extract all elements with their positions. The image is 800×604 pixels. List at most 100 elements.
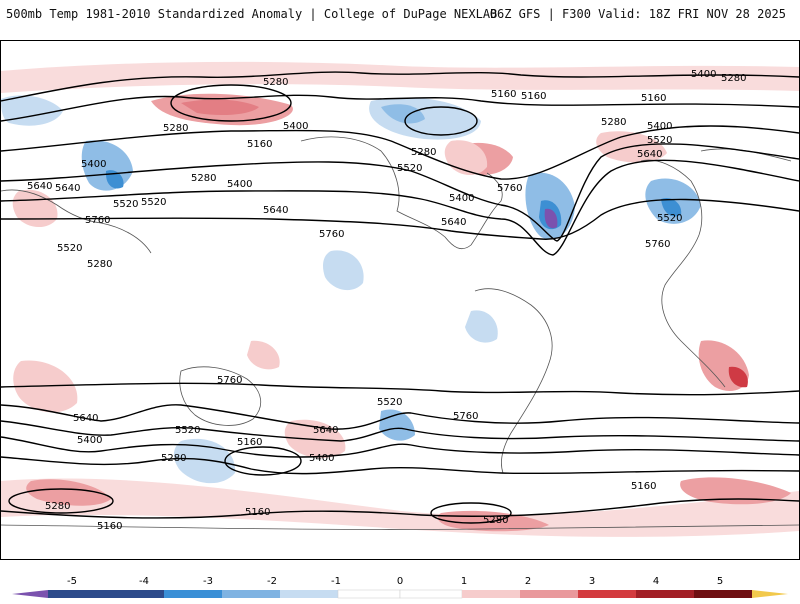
model-run-info: 06Z GFS | F300 Valid: 18Z FRI NOV 28 202… — [489, 7, 786, 21]
contour-label: 5760 — [645, 239, 670, 250]
contour-label: 5640 — [637, 149, 662, 160]
colorbar-tick: -2 — [267, 576, 277, 587]
coastline-south-america — [474, 288, 553, 474]
contour-label: 5520 — [141, 197, 166, 208]
coastline-north-america — [300, 136, 503, 250]
contour-label: 5400 — [309, 453, 334, 464]
contour-5640-n — [1, 159, 799, 256]
colorbar-low-arrow — [12, 590, 48, 598]
contour-label: 5400 — [283, 121, 308, 132]
warm-band-north — [1, 61, 799, 93]
colorbar-tick: -3 — [203, 576, 213, 587]
contour-5280-n — [1, 71, 799, 102]
coastline-europe-africa — [640, 159, 726, 388]
colorbar-tick: -5 — [67, 576, 77, 587]
contour-label: 5160 — [97, 521, 122, 532]
colorbar-seg-neg4 — [106, 590, 164, 598]
colorbar-seg-neg3 — [164, 590, 222, 598]
warm-band-south — [1, 478, 799, 537]
contour-low-south-pacific — [224, 446, 302, 476]
colorbar-tick: 0 — [397, 576, 403, 587]
anomaly-shading — [1, 61, 799, 537]
contour-label-layer: 5280 5160 5400 5280 5160 5280 5400 5520 … — [27, 69, 746, 532]
contour-label: 5160 — [521, 91, 546, 102]
colorbar-tick: 3 — [589, 576, 595, 587]
colorbar-seg-pos5 — [694, 590, 752, 598]
contour-5760-s — [1, 382, 799, 396]
contour-label: 5280 — [721, 73, 746, 84]
contour-label: 5280 — [163, 123, 188, 134]
contour-label: 5520 — [113, 199, 138, 210]
map-canvas: 5280 5160 5400 5280 5160 5280 5400 5520 … — [1, 61, 799, 537]
colorbar-tick: 1 — [461, 576, 467, 587]
contour-label: 5760 — [497, 183, 522, 194]
warm-anomaly-southern-ocean-2 — [680, 477, 791, 505]
cool-anomaly-siberia-core — [105, 170, 124, 189]
contour-low-southern-ocean — [8, 488, 114, 514]
contour-label: 5280 — [191, 173, 216, 184]
map-title: 500mb Temp 1981-2010 Standardized Anomal… — [6, 7, 498, 21]
contour-label: 5160 — [237, 437, 262, 448]
contour-low-south-atlantic — [430, 502, 512, 524]
colorbar-seg-zero-a — [337, 589, 401, 599]
contour-label: 5280 — [87, 259, 112, 270]
contour-label: 5160 — [247, 139, 272, 150]
contour-label: 5520 — [657, 213, 682, 224]
contour-label: 5520 — [57, 243, 82, 254]
contour-label: 5400 — [81, 159, 106, 170]
contour-label: 5400 — [647, 121, 672, 132]
cool-anomaly-south-pacific — [173, 438, 236, 484]
colorbar-seg-pos1 — [462, 590, 520, 598]
contour-label: 5520 — [377, 397, 402, 408]
contour-label: 5280 — [601, 117, 626, 128]
contour-5280-s — [1, 456, 799, 475]
colorbar-tick: 2 — [525, 576, 531, 587]
contour-low-north-pacific — [170, 84, 292, 122]
contour-label: 5280 — [263, 77, 288, 88]
contour-label: 5400 — [449, 193, 474, 204]
contour-label: 5280 — [411, 147, 436, 158]
contour-label: 5640 — [313, 425, 338, 436]
cool-anomaly-tropics-2 — [465, 310, 498, 343]
contour-label: 5760 — [453, 411, 478, 422]
contour-label: 5640 — [441, 217, 466, 228]
contour-label: 5280 — [161, 453, 186, 464]
contour-label: 5280 — [45, 501, 70, 512]
colorbar-seg-neg5 — [48, 590, 106, 598]
warm-anomaly-east-asia — [12, 189, 58, 228]
colorbar-seg-pos3 — [578, 590, 636, 598]
warm-anomaly-southern-ocean-1 — [26, 479, 112, 506]
contour-label: 5760 — [85, 215, 110, 226]
contour-label: 5160 — [631, 481, 656, 492]
contour-5520-n — [1, 143, 799, 242]
cool-anomaly-tropics-1 — [323, 250, 364, 291]
height-contours — [1, 71, 799, 524]
contour-label: 5760 — [217, 375, 242, 386]
contour-label: 5640 — [27, 181, 52, 192]
contour-label: 5520 — [175, 425, 200, 436]
contour-low-north-canada — [404, 106, 478, 136]
colorbar-tick: 4 — [653, 576, 659, 587]
contour-5640-s — [1, 404, 799, 430]
cool-anomaly-atlantic-extreme — [544, 208, 558, 229]
contour-label: 5400 — [227, 179, 252, 190]
contour-5400-s — [1, 436, 799, 458]
warm-anomaly-africa-core — [728, 366, 748, 388]
cool-anomaly-alaska — [1, 95, 63, 126]
contour-label: 5640 — [263, 205, 288, 216]
contour-label: 5280 — [483, 515, 508, 526]
coastline-east-asia — [1, 189, 152, 254]
colorbar-svg: -5 -4 -3 -2 -1 0 1 2 3 4 5 — [12, 576, 788, 599]
anomaly-map[interactable]: 5280 5160 5400 5280 5160 5280 5400 5520 … — [0, 40, 800, 560]
contour-label: 5160 — [491, 89, 516, 100]
colorbar-tick: 5 — [717, 576, 723, 587]
colorbar-seg-neg2 — [222, 590, 280, 598]
contour-label: 5160 — [641, 93, 666, 104]
warm-anomaly-tropics-1 — [247, 340, 280, 370]
contour-label: 5760 — [319, 229, 344, 240]
map-header: 500mb Temp 1981-2010 Standardized Anomal… — [0, 0, 800, 40]
cool-anomaly-europe-core — [661, 197, 682, 217]
contour-5760-n — [1, 198, 799, 240]
colorbar-seg-zero-b — [399, 589, 463, 599]
contour-label: 5400 — [77, 435, 102, 446]
